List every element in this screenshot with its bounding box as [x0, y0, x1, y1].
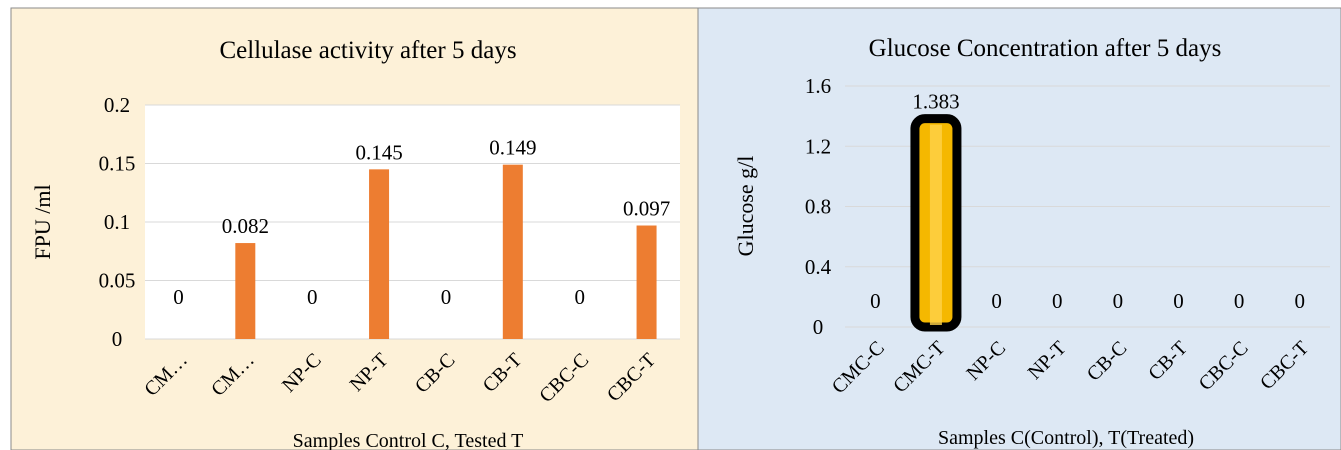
y-tick-label: 0.15: [99, 152, 136, 176]
bar-value-label: 0.149: [489, 136, 536, 160]
y-tick-label: 0: [813, 315, 824, 339]
y-tick-label: 1.2: [805, 134, 831, 158]
bar-value-label: 0: [1052, 289, 1063, 313]
bar-value-label: 0.082: [222, 214, 269, 238]
bar-value-label: 1.383: [912, 90, 959, 114]
y-tick-label: 0: [112, 327, 123, 351]
bar: [502, 164, 523, 339]
y-axis-title: Glucose g/l: [733, 156, 758, 257]
bar: [636, 225, 657, 339]
x-axis-title: Samples C(Control), T(Treated): [938, 427, 1194, 449]
y-tick-label: 0.2: [104, 93, 130, 117]
bar-highlight: [929, 124, 942, 325]
bar-value-label: 0: [1113, 289, 1124, 313]
bar: [369, 169, 390, 339]
y-axis-title: FPU /ml: [30, 184, 55, 259]
bar-value-label: 0: [1234, 289, 1245, 313]
bar-value-label: 0: [307, 285, 318, 309]
bar-value-label: 0: [870, 289, 881, 313]
bar: [235, 243, 256, 339]
y-tick-label: 0.05: [99, 269, 136, 293]
chart-title: Cellulase activity after 5 days: [219, 37, 516, 64]
y-tick-label: 1.6: [805, 74, 831, 98]
bar-value-label: 0: [574, 285, 585, 309]
bar-value-label: 0: [1294, 289, 1305, 313]
cellulase-chart: 0 0.05 0.1 0.15 0.2 Cellulase activity after …: [10, 7, 699, 450]
chart-title: Glucose Concentration after 5 days: [869, 35, 1222, 62]
bar-value-label: 0: [1173, 289, 1184, 313]
x-axis-title: Samples Control C, Tested T: [293, 430, 524, 450]
bar-value-label: 0.097: [623, 197, 670, 221]
chart-panel-background: [697, 7, 1341, 450]
y-tick-label: 0.1: [104, 210, 130, 234]
glucose-chart: 0 0.4 0.8 1.2 1.6 Glucose Concentration after…: [697, 7, 1341, 450]
bar-value-label: 0: [173, 285, 184, 309]
bar-value-label: 0: [441, 285, 452, 309]
y-tick-label: 0.4: [805, 255, 832, 279]
bar-value-label: 0: [991, 289, 1002, 313]
y-tick-label: 0.8: [805, 195, 831, 219]
bar-value-label: 0.145: [355, 140, 402, 164]
